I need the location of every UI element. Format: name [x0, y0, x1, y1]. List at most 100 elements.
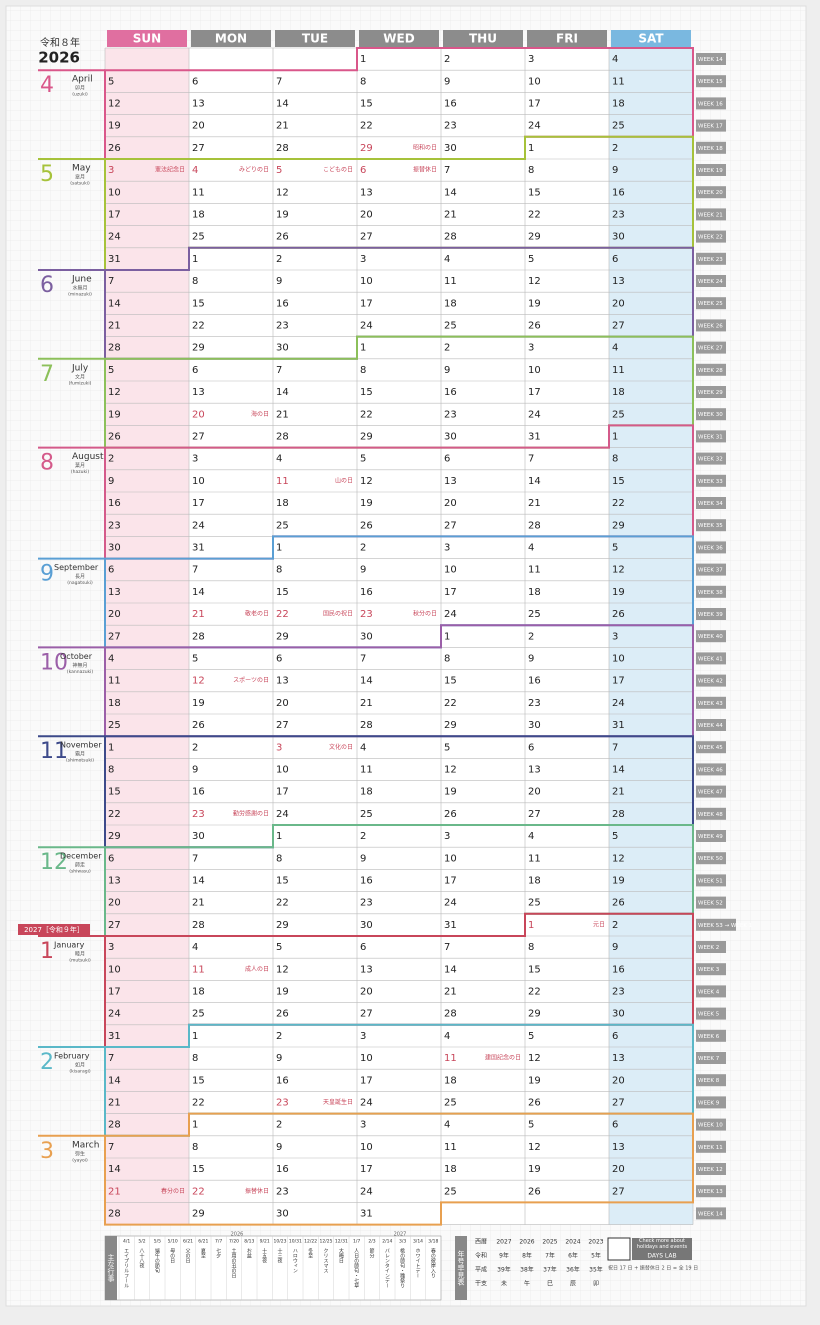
day-number: 8 [192, 276, 198, 287]
week-tab [696, 1029, 726, 1042]
day-number: 29 [528, 1009, 541, 1020]
day-number: 21 [612, 787, 625, 798]
week-label: WEEK 17 [698, 124, 723, 130]
day-number: 22 [528, 210, 541, 221]
month-romaji: (kannazuki) [67, 669, 94, 675]
day-number: 7 [108, 1053, 114, 1064]
day-number: 12 [108, 387, 121, 398]
month-kanji: 水無月 [72, 285, 87, 292]
day-number: 5 [108, 365, 114, 376]
day-number: 8 [612, 454, 618, 465]
day-number: 6 [612, 1031, 618, 1042]
day-number: 30 [528, 720, 541, 731]
week-label: WEEK 20 [698, 190, 723, 196]
day-number: 9 [276, 1053, 282, 1064]
day-number: 28 [276, 143, 289, 154]
week-label: WEEK 51 [698, 878, 723, 884]
week-tab [696, 408, 726, 421]
day-number: 15 [528, 187, 541, 198]
day-number: 15 [276, 587, 289, 598]
day-number: 28 [108, 1120, 121, 1131]
day-number: 30 [444, 432, 457, 443]
day-number: 19 [612, 876, 625, 887]
day-number: 18 [192, 987, 205, 998]
day-number: 11 [528, 853, 541, 864]
year-table-cell: 37年 [543, 1266, 557, 1274]
month-romaji: (shimotsuki) [66, 758, 94, 764]
day-number: 21 [444, 210, 457, 221]
day-number: 20 [192, 409, 205, 420]
day-number: 12 [108, 99, 121, 110]
day-number: 26 [528, 321, 541, 332]
day-number: 20 [612, 1164, 625, 1175]
day-number: 18 [444, 1075, 457, 1086]
day-number: 22 [108, 809, 121, 820]
week-label: WEEK 3 [698, 967, 720, 973]
day-number: 11 [276, 476, 289, 487]
event-name: 夏至 [200, 1248, 206, 1258]
day-number: 4 [612, 54, 618, 65]
day-number: 12 [192, 676, 205, 687]
day-number: 9 [444, 365, 450, 376]
week-tab [696, 1118, 726, 1131]
year-table-cell: 38年 [520, 1266, 534, 1274]
week-label: WEEK 44 [698, 723, 723, 729]
day-number: 27 [192, 432, 205, 443]
day-number: 3 [528, 54, 534, 65]
day-number: 18 [444, 1164, 457, 1175]
day-number: 29 [612, 520, 625, 531]
day-number: 29 [192, 343, 205, 354]
day-number: 16 [276, 298, 289, 309]
day-number: 25 [528, 609, 541, 620]
day-number: 23 [276, 1186, 289, 1197]
event-date: 6/21 [198, 1239, 208, 1245]
month-kanji: 師走 [75, 862, 85, 869]
event-name: 七夕 [215, 1247, 221, 1259]
event-name: 桃の節句・雛祭り [399, 1247, 405, 1289]
day-number: 21 [276, 121, 289, 132]
event-date: 1/7 [353, 1239, 360, 1245]
day-number: 26 [612, 898, 625, 909]
day-number: 14 [276, 99, 289, 110]
day-number: 20 [444, 498, 457, 509]
day-number: 25 [528, 898, 541, 909]
day-number: 9 [192, 765, 198, 776]
day-number: 2 [276, 1120, 282, 1131]
day-number: 26 [192, 720, 205, 731]
day-number: 3 [444, 543, 450, 554]
month-name: August [72, 452, 104, 462]
event-name: クリスマス [323, 1248, 329, 1273]
day-number: 15 [444, 676, 457, 687]
day-number: 19 [108, 409, 121, 420]
month-outline [104, 1112, 694, 1226]
week-label: WEEK 50 [698, 856, 723, 862]
year-table-cell: 5年 [591, 1252, 601, 1260]
day-number: 12 [444, 765, 457, 776]
weekday-header-bg [275, 30, 355, 47]
year-table-cell: 35年 [589, 1266, 603, 1274]
day-number: 1 [612, 432, 618, 443]
month-romaji: (fumizuki) [69, 380, 92, 386]
day-number: 7 [528, 454, 534, 465]
day-number: 9 [360, 565, 366, 576]
event-name: 八十八夜 [139, 1248, 145, 1269]
day-number: 2 [276, 254, 282, 265]
day-number: 17 [528, 99, 541, 110]
event-name: エイプリルフール [123, 1248, 129, 1288]
week-label: WEEK 15 [698, 79, 723, 85]
week-tab [696, 164, 726, 176]
week-label: WEEK 10 [698, 1123, 723, 1129]
year-table-cell: 2025 [542, 1239, 557, 1246]
week-tab [696, 208, 726, 221]
weekday-header: SUN [133, 32, 161, 46]
day-number: 8 [276, 853, 282, 864]
day-number: 31 [108, 1031, 121, 1042]
day-number: 21 [276, 409, 289, 420]
day-number: 4 [192, 165, 198, 176]
event-date: 4/1 [123, 1239, 130, 1245]
month-name: December [60, 852, 102, 861]
day-number: 28 [192, 631, 205, 642]
day-number: 11 [444, 1053, 457, 1064]
event-date: 10/23 [274, 1239, 287, 1245]
month-name: September [54, 563, 99, 572]
